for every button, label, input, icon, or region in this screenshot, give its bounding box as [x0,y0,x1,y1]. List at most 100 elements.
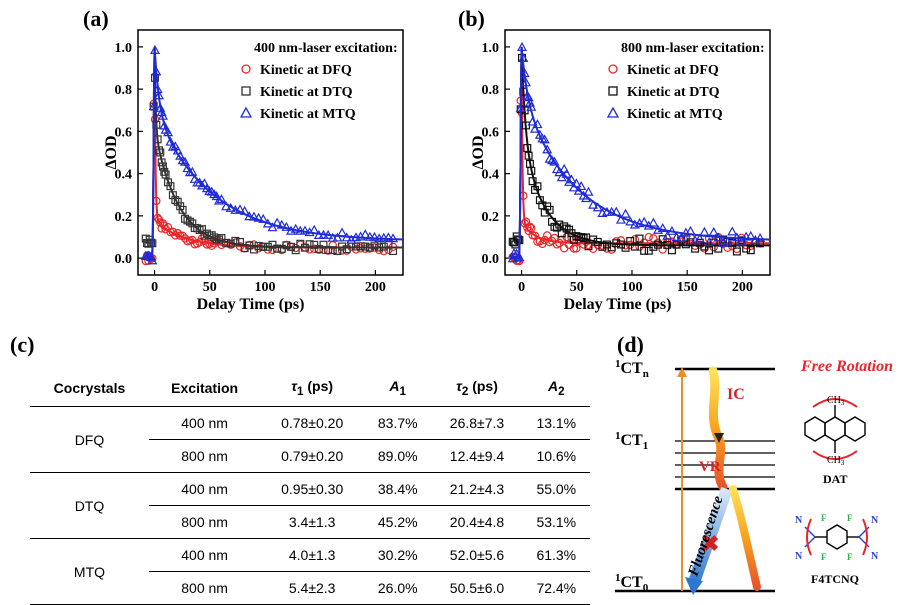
table-header-row: Cocrystals Excitation τ1 (ps) A1 τ2 (ps)… [30,370,590,407]
data-point [569,244,579,253]
table-cell: 800 nm [148,439,261,473]
data-point [276,219,287,229]
legend-marker [239,106,253,118]
f4tcnq-molecule [804,524,870,550]
data-point [648,217,659,227]
data-point [704,237,715,247]
data-point [576,180,587,191]
y-tick-label: 0.8 [482,83,500,98]
data-point [539,134,550,144]
table-cell: 3.4±1.3 [260,505,365,539]
ic-arrowhead [714,433,724,443]
legend-entry: Kinetic at DFQ [260,63,352,78]
data-point [267,222,278,232]
label-ch3-top: CH3 [827,395,845,407]
table-cell: 400 nm [148,472,261,506]
legend-marker [241,86,251,96]
y-tick-label: 0.0 [482,252,500,267]
table-cell: 5.4±2.3 [260,571,365,605]
table-cell: 21.2±4.3 [431,472,523,506]
y-tick-label: 0.4 [482,168,500,183]
table-cell: 55.0% [522,472,590,506]
data-point [602,244,612,253]
data-point [662,230,673,240]
y-axis-label: ΔOD [470,135,487,169]
data-point [207,241,216,251]
data-point [514,235,523,244]
table-cell: 53.1% [522,505,590,539]
data-point [615,214,626,224]
table-row: MTQ 400 nm 4.0±1.3 30.2% 52.0±5.6 61.3% [30,538,590,605]
label-free-rotation: Free Rotation [800,358,893,375]
table-cell: 12.4±9.4 [431,439,523,473]
data-point [332,232,343,242]
data-point [583,186,594,196]
data-point [676,232,687,242]
legend-title: 800 nm-laser excitation: [621,41,765,56]
data-point [588,244,598,254]
header-cocrystals: Cocrystals [30,370,149,407]
table-row: 800 nm 0.79±0.20 89.0% 12.4±9.4 10.6% [30,439,590,473]
label-dat: DAT [823,472,847,486]
legend-title: 400 nm-laser excitation: [254,41,398,56]
data-point [319,245,328,255]
legend-entry: Kinetic at MTQ [627,107,723,122]
fit-line [512,46,770,260]
data-point [727,226,738,236]
data-point [369,231,380,241]
table-row: DFQ 400 nm 0.78±0.20 83.7% 26.8±7.3 13.1… [30,406,590,473]
data-point [342,245,351,254]
x-tick-label: 50 [570,280,584,295]
legend-marker [241,64,251,74]
label-f4tcnq: F4TCNQ [811,572,859,586]
table-cell: 20.4±4.8 [431,505,523,539]
chart-b: 0 50 100 150 200 0.0 0.2 0.4 0.6 0.8 1.0 Delay Time… [470,29,771,313]
header-tau2: τ2 (ps) [431,370,523,407]
data-point [755,232,766,242]
fit-line [145,46,403,260]
data-point [649,242,658,251]
legend-marker [608,64,618,74]
panel-label-a: (a) [83,6,109,31]
table-cell: 4.0±1.3 [260,538,365,572]
label-n: N [795,515,803,526]
label-ch3-bottom: CH3 [827,455,845,467]
data-point [732,247,741,256]
data-point [182,163,193,173]
y-tick-label: 0.6 [482,125,500,140]
rotation-arrow-right [862,518,868,556]
data-point [514,252,525,262]
table-cell: 800 nm [148,505,261,539]
table-cell: 26.8±7.3 [431,406,523,440]
label-ctn: 1CTn [615,358,649,380]
group-name: DTQ [30,472,149,539]
data-point [736,236,747,246]
x-tick-label: 200 [365,280,386,295]
data-point [299,225,310,235]
header-a1: A1 [364,370,432,407]
label-f: F [847,513,853,523]
table-cell: 0.79±0.20 [260,439,365,473]
data-point [147,238,156,247]
data-point [705,246,714,255]
rotation-arrow-top [812,398,858,408]
data-point [699,226,710,236]
data-point [644,232,653,242]
x-tick-label: 0 [518,280,525,295]
data-point [635,234,644,243]
plot-frame [504,29,771,276]
legend-entry: Kinetic at DTQ [260,85,353,100]
data-point [542,144,553,154]
x-axis-label: Delay Time (ps) [564,296,672,313]
data-point [671,232,682,242]
legend-marker [606,106,620,118]
kinetics-table: Cocrystals Excitation τ1 (ps) A1 τ2 (ps)… [30,370,590,605]
table-cell: 26.0% [364,571,432,605]
data-point [314,244,323,253]
legend-entry: Kinetic at MTQ [260,107,356,122]
data-point [388,233,399,243]
label-fluorescence: Fluorescence [685,494,726,579]
y-tick-label: 0.4 [115,168,133,183]
table-cell: 83.7% [364,406,432,440]
panel-label-b: (b) [458,6,485,31]
